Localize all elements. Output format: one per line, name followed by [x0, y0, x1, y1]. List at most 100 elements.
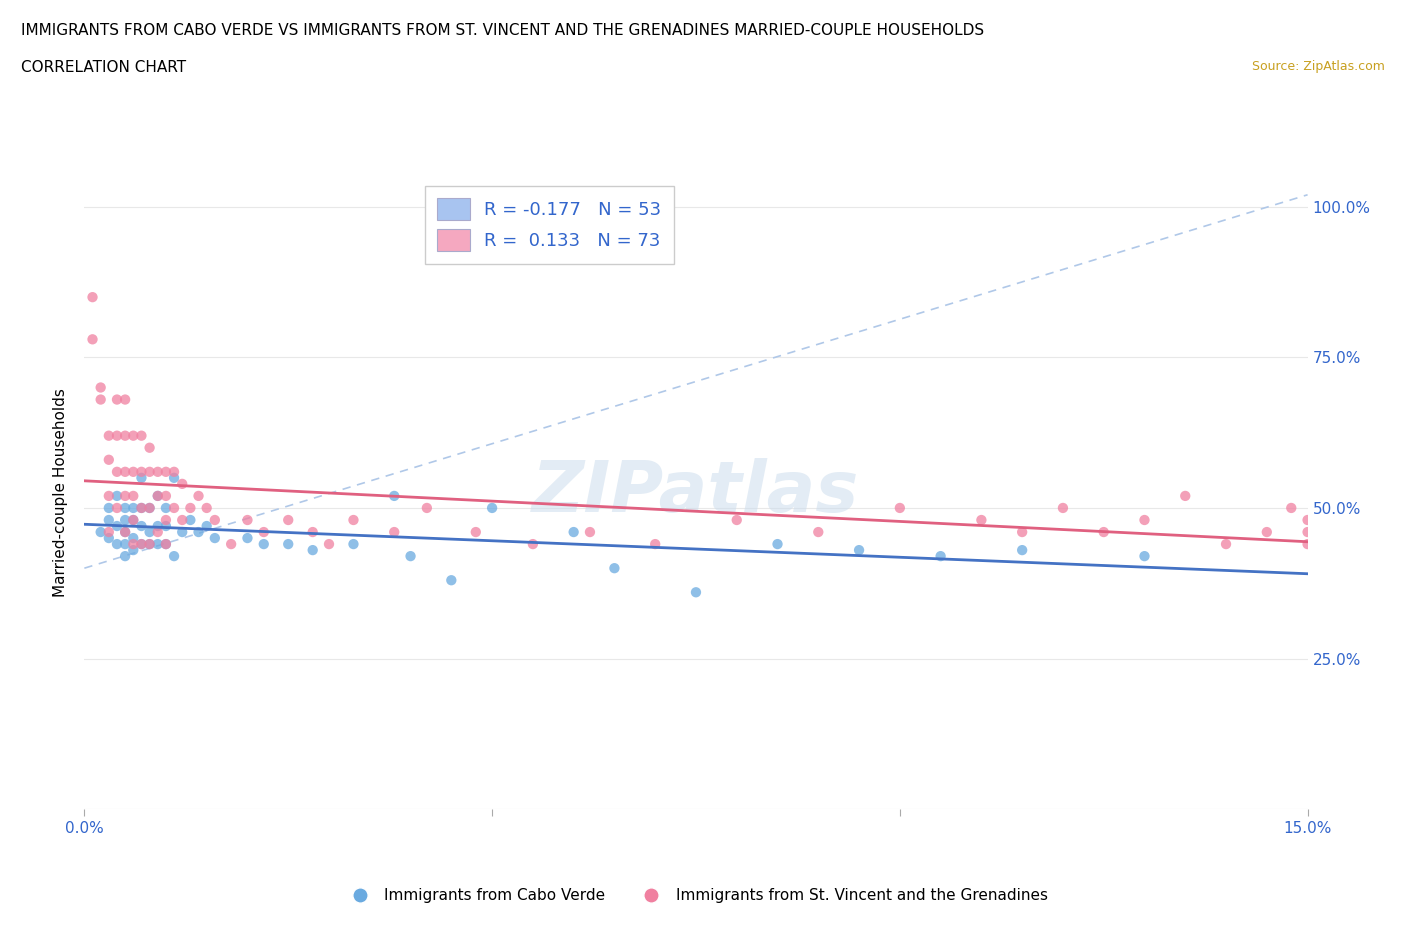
- Point: [970, 512, 993, 527]
- Point: [179, 500, 201, 515]
- Point: [807, 525, 830, 539]
- Point: [90, 392, 112, 407]
- Point: [219, 537, 242, 551]
- Text: ZIPatlas: ZIPatlas: [533, 458, 859, 527]
- Point: [90, 525, 112, 539]
- Point: [131, 428, 153, 443]
- Point: [195, 519, 218, 534]
- Point: [97, 428, 120, 443]
- Point: [155, 537, 177, 551]
- Point: [1296, 525, 1319, 539]
- Point: [562, 525, 585, 539]
- Point: [204, 531, 226, 546]
- Point: [277, 512, 299, 527]
- Point: [105, 500, 128, 515]
- Point: [766, 537, 789, 551]
- Point: [146, 464, 169, 479]
- Point: [114, 525, 136, 539]
- Point: [1174, 488, 1197, 503]
- Point: [146, 519, 169, 534]
- Point: [138, 500, 160, 515]
- Point: [97, 525, 120, 539]
- Point: [163, 464, 186, 479]
- Point: [579, 525, 602, 539]
- Point: [1296, 512, 1319, 527]
- Point: [90, 380, 112, 395]
- Point: [122, 428, 145, 443]
- Point: [155, 519, 177, 534]
- Point: [1133, 512, 1156, 527]
- Point: [464, 525, 486, 539]
- Point: [179, 512, 201, 527]
- Point: [155, 500, 177, 515]
- Text: Source: ZipAtlas.com: Source: ZipAtlas.com: [1251, 60, 1385, 73]
- Point: [172, 525, 194, 539]
- Point: [97, 531, 120, 546]
- Point: [204, 512, 226, 527]
- Point: [122, 512, 145, 527]
- Point: [146, 537, 169, 551]
- Point: [122, 464, 145, 479]
- Point: [187, 525, 209, 539]
- Point: [105, 488, 128, 503]
- Point: [97, 488, 120, 503]
- Point: [138, 464, 160, 479]
- Point: [1133, 549, 1156, 564]
- Point: [725, 512, 748, 527]
- Point: [342, 512, 364, 527]
- Point: [172, 512, 194, 527]
- Point: [105, 428, 128, 443]
- Point: [155, 537, 177, 551]
- Point: [1296, 537, 1319, 551]
- Point: [114, 549, 136, 564]
- Point: [603, 561, 626, 576]
- Point: [253, 525, 276, 539]
- Point: [382, 525, 405, 539]
- Point: [138, 537, 160, 551]
- Point: [342, 537, 364, 551]
- Point: [187, 488, 209, 503]
- Point: [1256, 525, 1278, 539]
- Point: [889, 500, 911, 515]
- Point: [685, 585, 707, 600]
- Point: [416, 500, 439, 515]
- Point: [155, 512, 177, 527]
- Point: [301, 525, 323, 539]
- Point: [163, 500, 186, 515]
- Point: [1011, 543, 1033, 558]
- Point: [253, 537, 276, 551]
- Point: [131, 537, 153, 551]
- Point: [131, 500, 153, 515]
- Point: [236, 512, 259, 527]
- Point: [236, 531, 259, 546]
- Point: [155, 464, 177, 479]
- Point: [131, 519, 153, 534]
- Point: [97, 452, 120, 467]
- Point: [195, 500, 218, 515]
- Point: [82, 332, 104, 347]
- Point: [114, 464, 136, 479]
- Text: CORRELATION CHART: CORRELATION CHART: [21, 60, 186, 75]
- Point: [1092, 525, 1115, 539]
- Point: [163, 471, 186, 485]
- Point: [131, 464, 153, 479]
- Point: [318, 537, 340, 551]
- Point: [122, 488, 145, 503]
- Point: [114, 392, 136, 407]
- Point: [82, 290, 104, 305]
- Point: [131, 537, 153, 551]
- Point: [122, 531, 145, 546]
- Point: [114, 537, 136, 551]
- Point: [1215, 537, 1237, 551]
- Point: [114, 512, 136, 527]
- Point: [131, 500, 153, 515]
- Point: [114, 525, 136, 539]
- Point: [138, 500, 160, 515]
- Point: [105, 519, 128, 534]
- Point: [105, 392, 128, 407]
- Point: [848, 543, 870, 558]
- Point: [122, 512, 145, 527]
- Point: [155, 488, 177, 503]
- Point: [146, 488, 169, 503]
- Point: [131, 471, 153, 485]
